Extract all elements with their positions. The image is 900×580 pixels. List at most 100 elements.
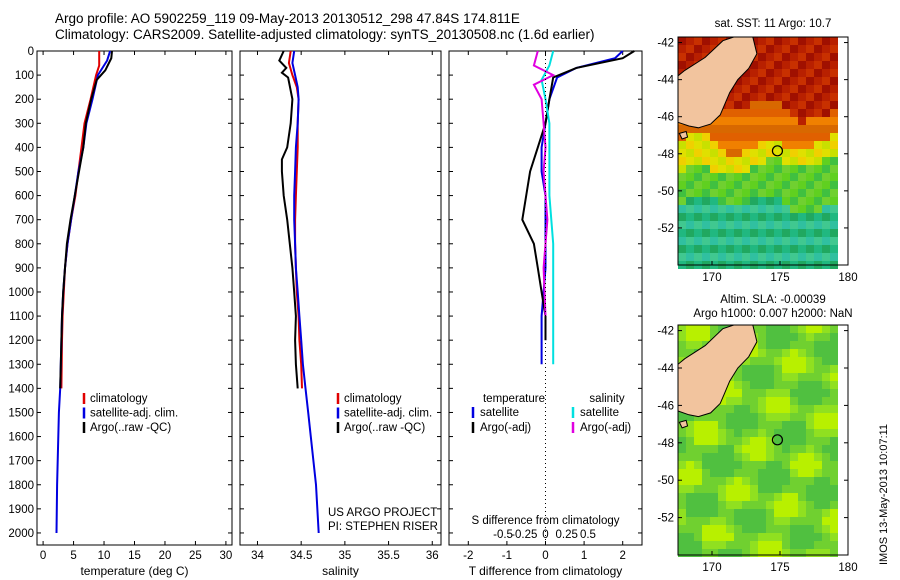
map-cell: [742, 509, 750, 517]
map-cell: [678, 165, 686, 173]
map-cell: [766, 453, 774, 461]
stewart-island: [678, 419, 689, 429]
map-cell: [790, 357, 798, 365]
map-cell: [814, 517, 822, 525]
map-cell: [750, 77, 758, 85]
map-cell: [774, 229, 782, 237]
map-cell: [806, 245, 814, 253]
map-cell: [782, 341, 790, 349]
map-cell: [830, 37, 838, 45]
map-cell: [758, 101, 766, 109]
map-cell: [790, 533, 798, 541]
panel-2-frame: [239, 50, 442, 546]
map-cell: [726, 93, 734, 101]
map-cell: [798, 237, 806, 245]
map-cell: [678, 245, 686, 253]
map-cell: [790, 501, 798, 509]
map-cell: [726, 149, 734, 157]
map-cell: [734, 525, 742, 533]
map-cell: [766, 69, 774, 77]
map-cell: [774, 125, 782, 133]
map-cell: [830, 157, 838, 165]
map-cell: [798, 541, 806, 549]
map-cell: [790, 221, 798, 229]
map-cell: [686, 413, 694, 421]
map-cell: [766, 117, 774, 125]
map-cell: [806, 173, 814, 181]
map-cell: [758, 413, 766, 421]
map-cell: [798, 453, 806, 461]
map-cell: [798, 133, 806, 141]
map-cell: [822, 181, 830, 189]
map-cell: [742, 413, 750, 421]
map-cell: [798, 213, 806, 221]
map-cell: [758, 445, 766, 453]
map-cell: [782, 173, 790, 181]
map-cell: [774, 389, 782, 397]
map-cell: [822, 333, 830, 341]
x-axis-label: T difference from climatology: [469, 564, 623, 578]
map-cell: [726, 109, 734, 117]
map-cell: [822, 85, 830, 93]
map-cell: [798, 469, 806, 477]
map-cell: [694, 477, 702, 485]
map-cell: [758, 373, 766, 381]
map-cell: [742, 197, 750, 205]
map-cell: [774, 405, 782, 413]
map-cell: [782, 221, 790, 229]
map-cell: [726, 405, 734, 413]
map-x-tick-label: 170: [702, 272, 721, 284]
map-cell: [782, 437, 790, 445]
map-cell: [734, 213, 742, 221]
map-cell: [678, 429, 686, 437]
map-cell: [814, 109, 822, 117]
legend-header: salinity: [589, 393, 624, 405]
map-cell: [734, 245, 742, 253]
map-cell: [718, 533, 726, 541]
map-cell: [814, 101, 822, 109]
map-cell: [830, 61, 838, 69]
secondary-x-tick-label: -0.25: [511, 529, 537, 541]
map-cell: [790, 445, 798, 453]
map-cell: [790, 85, 798, 93]
map-cell: [726, 245, 734, 253]
map-cell: [822, 157, 830, 165]
map-cell: [766, 541, 774, 549]
map-cell: [702, 181, 710, 189]
y-tick-label: 1500: [8, 407, 34, 419]
map-cell: [790, 349, 798, 357]
series-line-climatology: [287, 50, 303, 389]
map-cell: [758, 173, 766, 181]
map-cell: [758, 469, 766, 477]
map-cell: [742, 125, 750, 133]
map-cell: [750, 549, 758, 557]
map-cell: [686, 525, 694, 533]
map-cell: [686, 133, 694, 141]
map-cell: [750, 413, 758, 421]
x-tick-label: 34: [251, 550, 264, 562]
map-cell: [734, 445, 742, 453]
map-cell: [750, 429, 758, 437]
map-cell: [726, 157, 734, 165]
map-cell: [782, 85, 790, 93]
map-cell: [814, 37, 822, 45]
map-cell: [726, 221, 734, 229]
map-cell: [758, 429, 766, 437]
map-cell: [806, 189, 814, 197]
map-cell: [782, 229, 790, 237]
map-cell: [822, 93, 830, 101]
map-cell: [710, 325, 718, 333]
map-cell: [702, 229, 710, 237]
map-cell: [814, 437, 822, 445]
map-cell: [710, 197, 718, 205]
map-cell: [782, 509, 790, 517]
map-cell: [766, 157, 774, 165]
map-cell: [686, 245, 694, 253]
map-cell: [726, 453, 734, 461]
map-cell: [758, 37, 766, 45]
map-cell: [766, 405, 774, 413]
map-y-tick-label: -46: [657, 112, 674, 124]
land-mass: [677, 36, 758, 129]
map-cell: [806, 421, 814, 429]
map-cell: [686, 509, 694, 517]
